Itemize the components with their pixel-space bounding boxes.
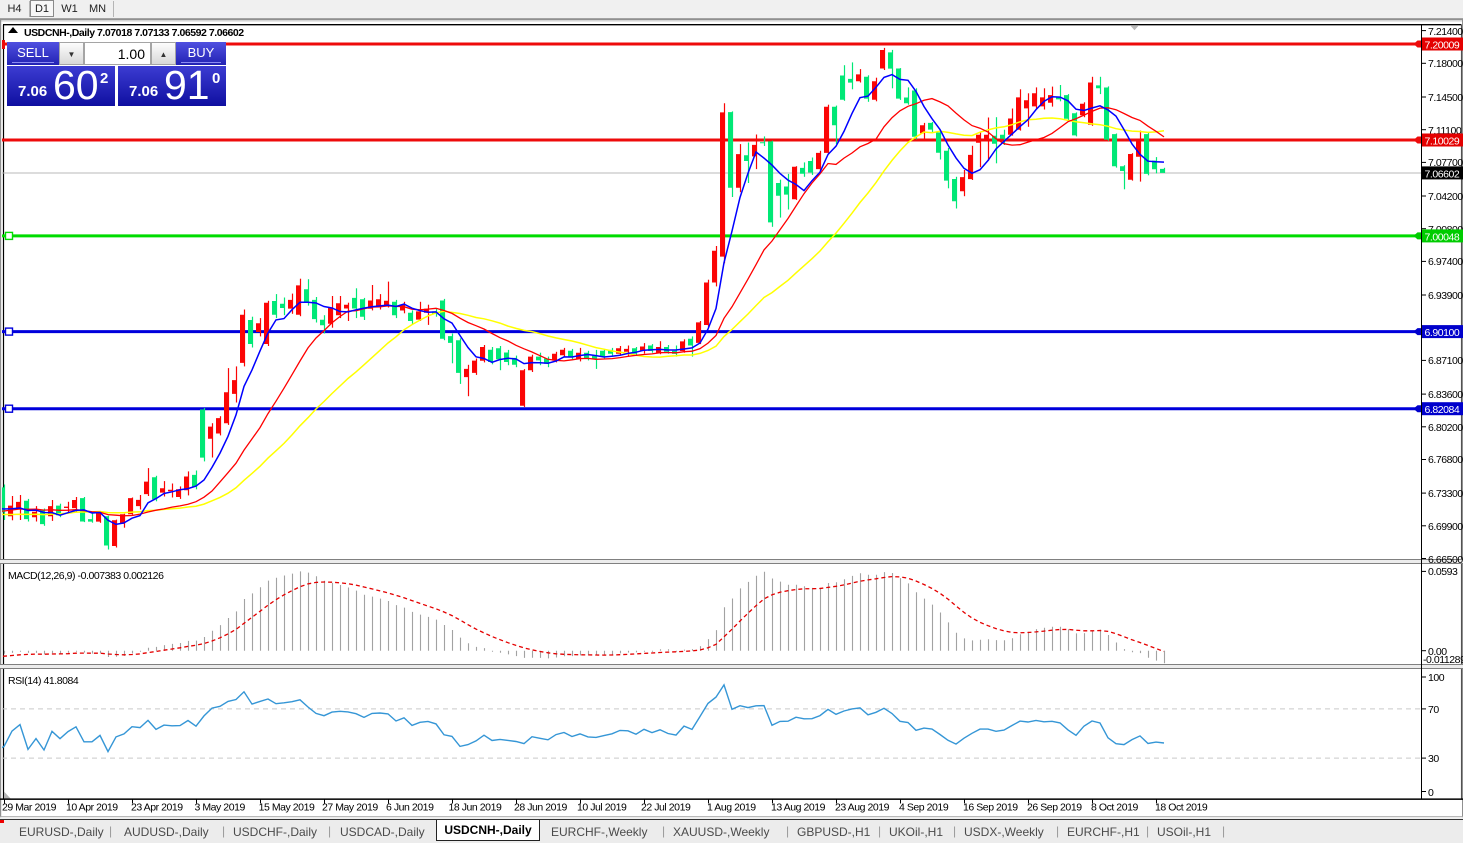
svg-text:28 Jun 2019: 28 Jun 2019 <box>514 802 567 814</box>
svg-text:10 Jul 2019: 10 Jul 2019 <box>577 802 627 814</box>
svg-text:3 May 2019: 3 May 2019 <box>195 802 246 814</box>
svg-text:18 Jun 2019: 18 Jun 2019 <box>449 802 502 814</box>
svg-text:0.0593: 0.0593 <box>1428 566 1458 578</box>
svg-text:29 Mar 2019: 29 Mar 2019 <box>2 802 57 814</box>
svg-text:27 May 2019: 27 May 2019 <box>322 802 378 814</box>
svg-text:6.93900: 6.93900 <box>1428 290 1463 302</box>
svg-text:7.06602: 7.06602 <box>1425 168 1460 180</box>
svg-text:6.66500: 6.66500 <box>1428 554 1463 566</box>
svg-text:7.04200: 7.04200 <box>1428 191 1463 203</box>
svg-text:13 Aug 2019: 13 Aug 2019 <box>771 802 826 814</box>
svg-text:16 Sep 2019: 16 Sep 2019 <box>963 802 1018 814</box>
svg-text:10 Apr 2019: 10 Apr 2019 <box>66 802 118 814</box>
svg-text:7.10029: 7.10029 <box>1425 136 1460 148</box>
svg-text:15 May 2019: 15 May 2019 <box>259 802 315 814</box>
svg-text:4 Sep 2019: 4 Sep 2019 <box>899 802 949 814</box>
svg-text:USDCNH-,Daily 7.07018 7.07133: USDCNH-,Daily 7.07018 7.07133 7.06592 7.… <box>24 27 244 39</box>
svg-text:6 Jun 2019: 6 Jun 2019 <box>386 802 434 814</box>
svg-text:1 Aug 2019: 1 Aug 2019 <box>707 802 756 814</box>
svg-text:0.00: 0.00 <box>1428 646 1447 658</box>
svg-text:8 Oct 2019: 8 Oct 2019 <box>1091 802 1138 814</box>
svg-text:22 Jul 2019: 22 Jul 2019 <box>641 802 691 814</box>
svg-text:23 Apr 2019: 23 Apr 2019 <box>131 802 183 814</box>
svg-text:7.21400: 7.21400 <box>1428 26 1463 38</box>
svg-text:6.83600: 6.83600 <box>1428 389 1463 401</box>
svg-text:0: 0 <box>1428 787 1434 799</box>
svg-text:70: 70 <box>1428 704 1439 716</box>
svg-text:7.07700: 7.07700 <box>1428 157 1463 169</box>
svg-text:6.97400: 6.97400 <box>1428 256 1463 268</box>
svg-text:MACD(12,26,9) -0.007383 0.0021: MACD(12,26,9) -0.007383 0.002126 <box>8 570 164 582</box>
svg-text:6.90100: 6.90100 <box>1425 327 1460 339</box>
svg-text:6.87100: 6.87100 <box>1428 355 1463 367</box>
svg-text:-0.011289: -0.011289 <box>1423 654 1463 666</box>
svg-text:23 Aug 2019: 23 Aug 2019 <box>835 802 890 814</box>
svg-text:30: 30 <box>1428 753 1439 765</box>
svg-text:7.00048: 7.00048 <box>1425 231 1460 243</box>
svg-text:18 Oct 2019: 18 Oct 2019 <box>1155 802 1208 814</box>
svg-text:7.20009: 7.20009 <box>1425 40 1460 52</box>
svg-text:26 Sep 2019: 26 Sep 2019 <box>1027 802 1082 814</box>
svg-text:7.18000: 7.18000 <box>1428 58 1463 70</box>
svg-text:6.80200: 6.80200 <box>1428 422 1463 434</box>
svg-text:RSI(14) 41.8084: RSI(14) 41.8084 <box>8 675 79 687</box>
svg-text:6.69900: 6.69900 <box>1428 521 1463 533</box>
svg-text:6.82084: 6.82084 <box>1425 404 1460 416</box>
svg-text:6.76800: 6.76800 <box>1428 454 1463 466</box>
svg-text:6.73300: 6.73300 <box>1428 488 1463 500</box>
svg-text:100: 100 <box>1428 672 1445 684</box>
svg-text:7.14500: 7.14500 <box>1428 92 1463 104</box>
